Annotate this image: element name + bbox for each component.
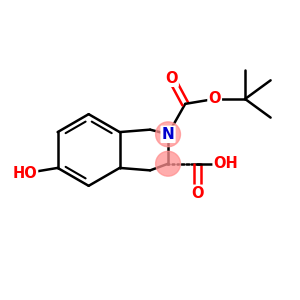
Text: HO: HO <box>12 166 37 181</box>
Text: O: O <box>165 71 178 86</box>
Text: O: O <box>191 186 204 201</box>
Text: O: O <box>208 92 221 106</box>
Text: OH: OH <box>214 156 238 171</box>
Text: N: N <box>162 127 174 142</box>
Circle shape <box>156 122 181 147</box>
Circle shape <box>156 151 181 176</box>
